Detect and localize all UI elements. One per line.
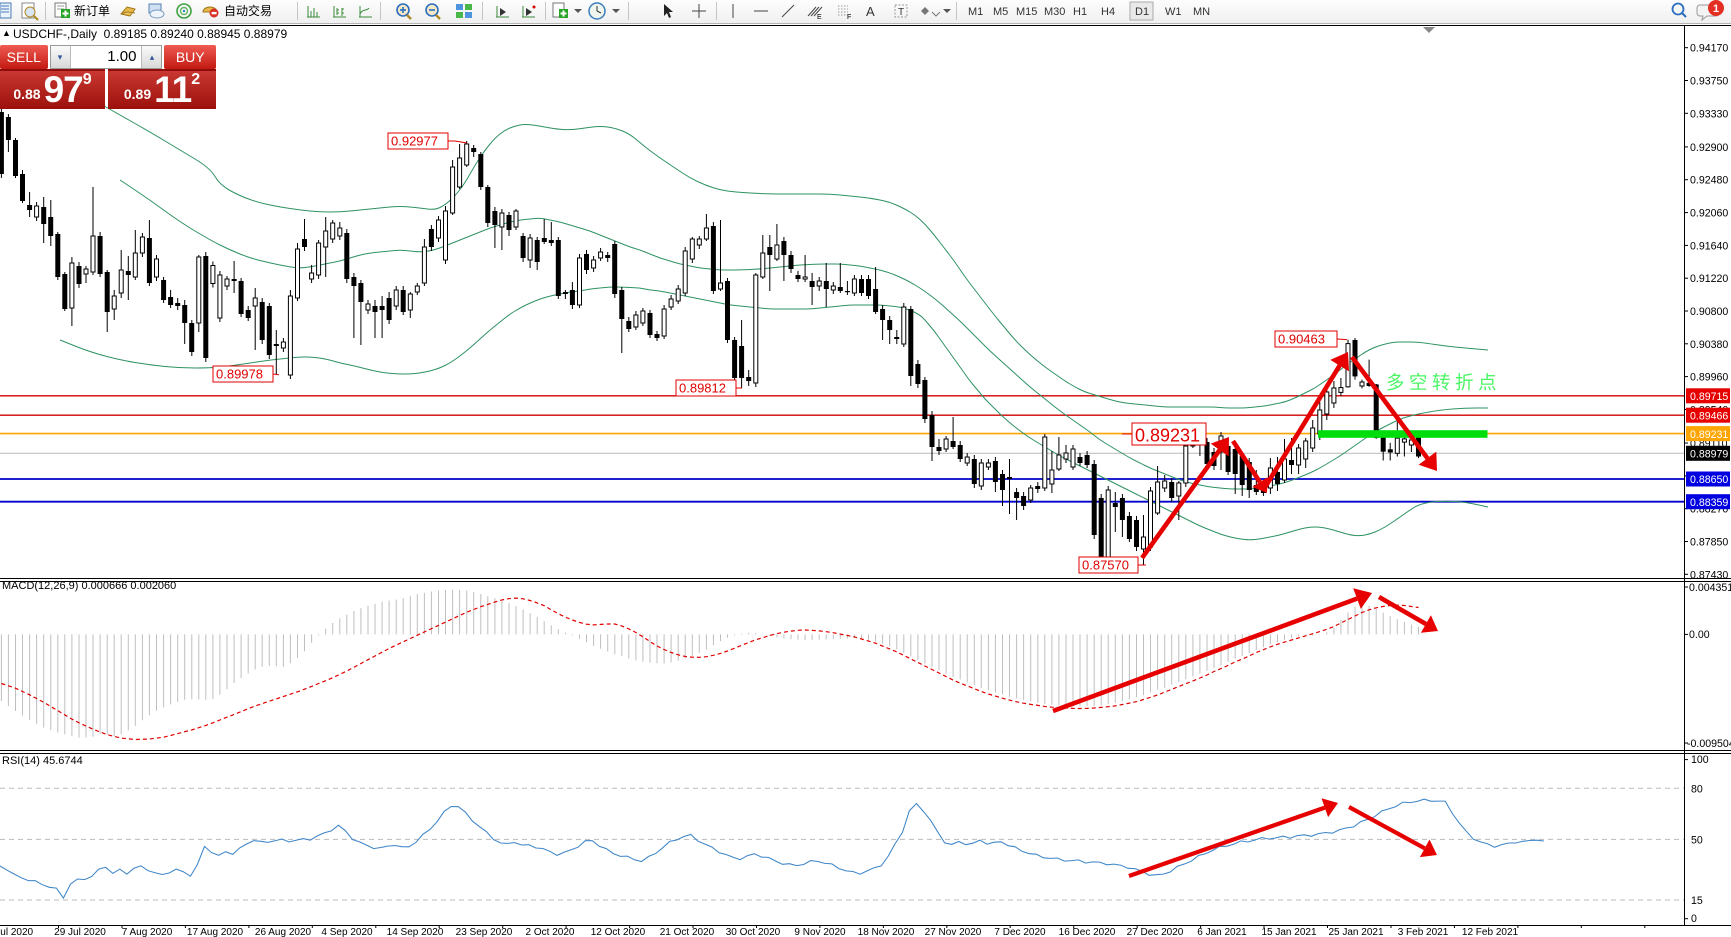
svg-text:新订单: 新订单: [74, 3, 110, 18]
svg-text:17 Aug 2020: 17 Aug 2020: [187, 927, 244, 937]
svg-text:MN: MN: [1193, 6, 1210, 18]
svg-text:H1: H1: [1073, 6, 1087, 18]
svg-text:▲: ▲: [2, 28, 11, 38]
svg-text:自动交易: 自动交易: [224, 3, 272, 18]
svg-text:-0.009504: -0.009504: [1687, 738, 1731, 750]
svg-text:2 Oct 2020: 2 Oct 2020: [526, 927, 575, 937]
svg-text:0.90800: 0.90800: [1690, 306, 1728, 318]
svg-text:M15: M15: [1016, 6, 1037, 18]
svg-text:0.90463: 0.90463: [1278, 332, 1325, 347]
svg-text:0.87850: 0.87850: [1690, 537, 1728, 549]
svg-text:0.92977: 0.92977: [391, 134, 438, 149]
svg-text:0.91220: 0.91220: [1690, 273, 1728, 285]
svg-text:100: 100: [1691, 754, 1709, 766]
svg-text:M1: M1: [968, 6, 983, 18]
svg-text:25 Jan 2021: 25 Jan 2021: [1328, 927, 1383, 937]
svg-text:12 Oct 2020: 12 Oct 2020: [591, 927, 646, 937]
svg-text:0.92900: 0.92900: [1690, 142, 1728, 154]
svg-text:80: 80: [1691, 783, 1703, 795]
svg-text:0 Jul 2020: 0 Jul 2020: [0, 927, 34, 937]
svg-text:0: 0: [1691, 913, 1697, 925]
svg-text:0.88359: 0.88359: [1690, 497, 1728, 509]
svg-text:0.88650: 0.88650: [1690, 474, 1728, 486]
svg-text:0.92480: 0.92480: [1690, 175, 1728, 187]
svg-text:0.89715: 0.89715: [1690, 391, 1728, 403]
svg-text:0.89231: 0.89231: [1135, 426, 1200, 446]
svg-text:M5: M5: [993, 6, 1008, 18]
svg-text:1: 1: [1713, 3, 1719, 15]
svg-text:0.90380: 0.90380: [1690, 339, 1728, 351]
svg-text:D1: D1: [1135, 6, 1149, 18]
svg-text:USDCHF-,Daily 0.89185 0.89240: USDCHF-,Daily 0.89185 0.89240 0.88945 0.…: [13, 27, 288, 41]
svg-text:A: A: [866, 4, 875, 19]
svg-text:0.89466: 0.89466: [1690, 410, 1728, 422]
svg-text:7 Aug 2020: 7 Aug 2020: [122, 927, 173, 937]
svg-text:H4: H4: [1101, 6, 1115, 18]
svg-text:7 Dec 2020: 7 Dec 2020: [994, 927, 1046, 937]
svg-text:15: 15: [1691, 895, 1703, 907]
svg-text:W1: W1: [1165, 6, 1182, 18]
svg-text:0.93750: 0.93750: [1690, 76, 1728, 88]
svg-text:12 Feb 2021: 12 Feb 2021: [1462, 927, 1519, 937]
svg-text:3 Feb 2021: 3 Feb 2021: [1398, 927, 1449, 937]
svg-text:0.88979: 0.88979: [1690, 449, 1728, 461]
svg-text:0.89978: 0.89978: [216, 367, 263, 382]
svg-text:50: 50: [1691, 834, 1703, 846]
svg-text:0.89960: 0.89960: [1690, 372, 1728, 384]
svg-text:0.004351: 0.004351: [1689, 582, 1731, 594]
svg-text:0.89231: 0.89231: [1690, 429, 1728, 441]
svg-text:6 Jan 2021: 6 Jan 2021: [1197, 927, 1247, 937]
svg-text:21 Oct 2020: 21 Oct 2020: [660, 927, 715, 937]
svg-text:18 Nov 2020: 18 Nov 2020: [858, 927, 915, 937]
svg-text:0.94170: 0.94170: [1690, 43, 1728, 55]
svg-text:4 Sep 2020: 4 Sep 2020: [321, 927, 373, 937]
svg-text:9 Nov 2020: 9 Nov 2020: [794, 927, 846, 937]
svg-text:30 Oct 2020: 30 Oct 2020: [726, 927, 781, 937]
svg-text:0.91640: 0.91640: [1690, 240, 1728, 252]
svg-text:0.89812: 0.89812: [679, 381, 726, 396]
svg-text:23 Sep 2020: 23 Sep 2020: [456, 927, 513, 937]
svg-text:27 Nov 2020: 27 Nov 2020: [925, 927, 982, 937]
svg-text:MACD(12,26,9) 0.000666 0.00206: MACD(12,26,9) 0.000666 0.002060: [2, 580, 176, 592]
svg-text:RSI(14) 45.6744: RSI(14) 45.6744: [2, 755, 83, 767]
svg-text:16 Dec 2020: 16 Dec 2020: [1059, 927, 1116, 937]
svg-text:26 Aug 2020: 26 Aug 2020: [255, 927, 312, 937]
svg-text:27 Dec 2020: 27 Dec 2020: [1127, 927, 1184, 937]
svg-text:0.93330: 0.93330: [1690, 108, 1728, 120]
svg-text:多空转折点: 多空转折点: [1386, 372, 1501, 393]
svg-text:29 Jul 2020: 29 Jul 2020: [54, 927, 106, 937]
svg-text:15 Jan 2021: 15 Jan 2021: [1261, 927, 1316, 937]
svg-text:0.92060: 0.92060: [1690, 208, 1728, 220]
svg-text:E: E: [817, 14, 822, 21]
svg-text:0.87430: 0.87430: [1690, 569, 1728, 581]
svg-text:M30: M30: [1044, 6, 1065, 18]
svg-text:F: F: [847, 14, 851, 21]
svg-text:T: T: [898, 7, 904, 18]
svg-text:14 Sep 2020: 14 Sep 2020: [387, 927, 444, 937]
svg-text:0.87570: 0.87570: [1082, 558, 1129, 573]
svg-text:0.00: 0.00: [1689, 629, 1710, 641]
